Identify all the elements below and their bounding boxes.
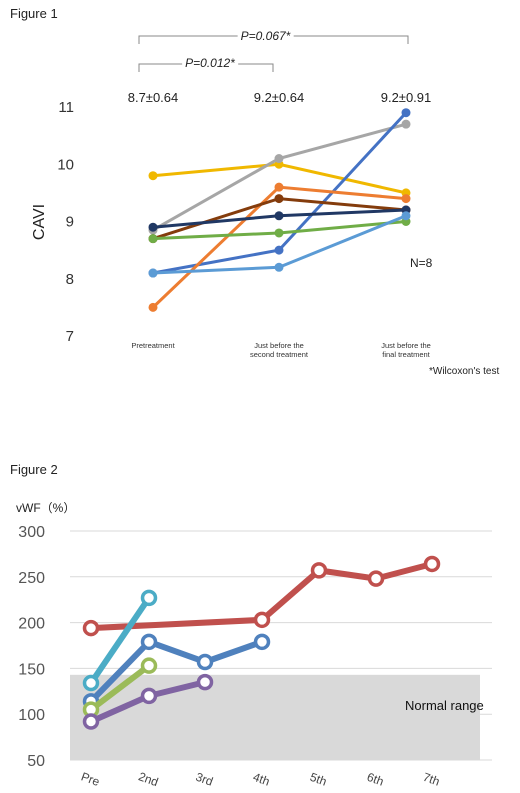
normal-range-label: Normal range (405, 698, 484, 713)
y-tick-label: 150 (18, 661, 45, 678)
cavi-data-point (274, 262, 284, 272)
y-tick-label: 7 (66, 328, 74, 345)
normal-range-band (70, 674, 480, 760)
vwf-data-point (253, 633, 271, 651)
cavi-data-point (274, 211, 284, 221)
vwf-data-point (82, 674, 100, 692)
cavi-data-point (148, 222, 158, 232)
cavi-data-point (274, 228, 284, 238)
vwf-data-point (140, 633, 158, 651)
x-tick-label: 3rd (194, 770, 215, 789)
y-tick-label: 8 (66, 271, 74, 288)
cavi-data-point (274, 194, 284, 204)
cavi-data-point (274, 245, 284, 255)
y-axis-label: CAVI (31, 204, 48, 240)
vwf-data-point (310, 562, 328, 579)
x-tick-label: 6th (365, 770, 385, 789)
vwf-series-line (89, 663, 151, 713)
group-stat-second: 9.2±0.64 (254, 90, 305, 105)
figure-2-y-axis-label: vWF（%） (16, 501, 75, 515)
cavi-data-point (148, 171, 158, 181)
y-tick-label: 200 (18, 616, 45, 633)
cavi-data-point (401, 119, 411, 129)
cavi-data-point (274, 182, 284, 192)
vwf-data-point (82, 713, 100, 730)
cavi-data-point (401, 211, 411, 221)
cavi-data-point (148, 302, 158, 312)
figure-2-label: Figure 2 (10, 462, 58, 477)
y-tick-label: 9 (66, 214, 74, 231)
y-tick-label: 10 (57, 156, 74, 173)
vwf-data-point (140, 687, 158, 705)
vwf-series-line (88, 638, 263, 704)
cavi-data-point (148, 234, 158, 244)
vwf-series-line (88, 596, 152, 685)
cavi-data-point (148, 268, 158, 278)
x-tick-label: Pre (79, 769, 102, 789)
cavi-data-point (274, 154, 284, 164)
x-tick-label: 2nd (137, 769, 161, 789)
group-stat-final: 9.2±0.91 (381, 90, 432, 105)
group-stat-pretreatment: 8.7±0.64 (128, 90, 179, 105)
y-tick-label: 100 (18, 707, 45, 724)
y-tick-label: 50 (27, 753, 45, 770)
vwf-data-point (140, 657, 158, 674)
n-label: N=8 (410, 256, 433, 270)
vwf-data-point (367, 570, 385, 587)
vwf-data-point (140, 589, 158, 607)
y-tick-label: 300 (18, 524, 45, 541)
footnote: *Wilcoxon's test (429, 366, 499, 377)
vwf-data-point (82, 619, 100, 637)
vwf-data-point (196, 653, 214, 671)
y-tick-label: 250 (18, 570, 45, 587)
vwf-data-point (423, 555, 441, 573)
x-tick-label: 4th (251, 770, 271, 789)
vwf-data-point (253, 611, 271, 629)
y-tick-label: 11 (58, 99, 74, 116)
comparison-p-value-long: P=0.067* (241, 29, 291, 43)
cavi-data-point (401, 108, 411, 118)
cavi-data-point (401, 194, 411, 204)
x-tick-label: Just before the second treatment (250, 341, 309, 359)
vwf-data-point (196, 673, 214, 691)
x-tick-label: 5th (308, 770, 328, 789)
x-tick-label: 7th (421, 770, 441, 789)
x-tick-label: Pretreatment (131, 341, 175, 350)
x-tick-label: Just before the final treatment (381, 341, 431, 359)
figure-1-label: Figure 1 (10, 6, 58, 21)
comparison-p-value-short: P=0.012* (185, 56, 235, 70)
